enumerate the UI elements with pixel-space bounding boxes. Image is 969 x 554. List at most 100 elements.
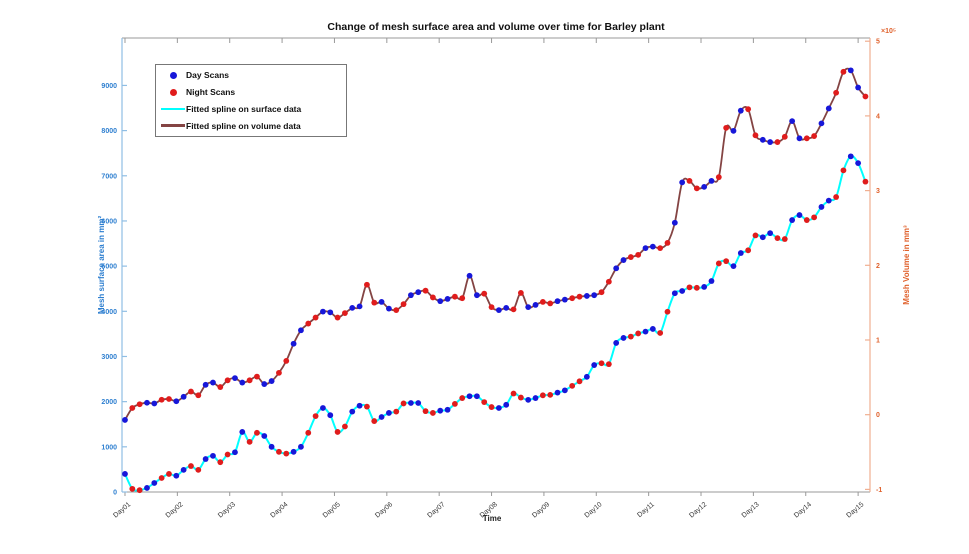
day-scan-marker [320,405,326,411]
day-scan-marker [408,292,414,299]
right-tick-label: 1 [876,337,880,344]
night-scan-marker [664,308,671,315]
y-axis-label-left: Mesh surface area in mm² [97,216,106,315]
night-scan-marker [517,394,524,401]
right-tick-label: 4 [876,113,880,120]
night-scan-marker [254,373,260,380]
night-scan-marker [811,214,818,221]
night-scan-marker [693,185,700,192]
x-tick-label: Day09 [531,501,551,519]
right-tick-label: 2 [876,263,880,270]
day-scan-marker [356,303,363,310]
night-scan-marker [334,429,341,435]
day-scan-marker [466,272,473,279]
legend: Day Scans Night Scans Fitted spline on sur… [155,64,347,137]
right-tick-label: 0 [876,412,880,419]
x-tick-label: Day14 [793,501,813,519]
night-scan-marker [400,400,407,407]
legend-item-0: Day Scans [160,67,342,83]
day-scan-marker [290,448,297,455]
day-scan-marker [298,327,304,334]
day-scan-marker [591,292,598,299]
night-scan-marker [451,293,458,300]
day-scan-marker [327,309,334,316]
night-scan-marker [422,287,429,294]
day-scan-marker [818,204,825,210]
day-scan-marker [320,308,326,315]
day-scan-marker [554,389,561,396]
day-scan-marker [378,414,385,420]
day-scan-marker [649,326,656,332]
legend-item-3: Fitted spline on volume data [160,118,342,134]
day-scan-marker [818,120,825,127]
day-scan-marker [290,340,297,347]
night-scan-marker [862,93,869,100]
night-scan-marker [635,251,642,258]
night-scan-marker [188,463,194,469]
day-scan-marker [583,373,590,380]
night-scan-marker [576,378,583,385]
legend-line-swatch [160,107,186,111]
night-scan-marker [312,413,319,420]
night-scan-marker [342,310,348,317]
night-scan-marker [510,390,517,397]
night-scan-marker [723,258,730,265]
night-scan-marker [745,247,752,254]
left-axis-ticks: 0 1000 2000 3000 4000 5000 6000 7000 8000 9000 [101,83,127,497]
day-scan-marker [855,160,862,167]
night-scan-marker [833,194,840,200]
x-tick-label: Day10 [584,501,604,519]
day-scan-marker [620,257,627,263]
left-tick-label: 8000 [101,128,117,135]
day-scan-marker [620,335,627,341]
legend-label: Night Scans [186,87,236,98]
night-scan-marker [246,377,253,384]
night-scan-marker [459,395,466,401]
day-scan-marker [210,452,216,459]
night-scan-marker [715,260,722,267]
night-scan-marker [158,396,165,403]
night-scan-marker [774,235,781,242]
night-scan-marker [459,295,466,302]
night-scan-marker [276,369,282,376]
day-scan-marker [349,408,356,415]
day-scan-marker [415,289,422,296]
night-scan-marker [774,139,781,145]
night-scan-marker [224,377,231,384]
day-scan-marker [649,243,656,250]
day-scan-marker [144,399,150,406]
night-scan-marker [803,217,810,223]
day-scan-marker [561,387,568,394]
day-scan-marker [561,296,568,303]
legend-line-swatch [160,124,186,127]
day-scan-marker [532,301,539,308]
night-scan-marker [254,429,260,436]
day-scan-marker [202,456,209,462]
left-tick-label: 3000 [101,354,117,361]
night-scan-marker [547,391,554,398]
day-scan-marker [825,197,832,204]
night-scan-marker [364,403,370,410]
night-scan-marker [510,306,517,313]
day-scan-marker [613,265,620,272]
day-scan-marker [173,472,180,479]
night-scan-marker [723,124,730,131]
day-scan-marker [796,212,803,218]
night-scan-marker [166,471,172,477]
x-tick-label: Day13 [741,501,761,519]
night-scan-marker [195,392,202,399]
night-scan-marker [305,320,312,327]
right-tick-label: 3 [876,188,880,195]
day-scan-marker [415,400,422,406]
night-scan-marker [158,475,165,481]
night-scan-marker [217,459,224,466]
night-scan-marker [481,399,488,406]
day-scan-marker [825,105,832,112]
night-scan-marker [781,236,788,242]
day-scan-marker [701,183,708,190]
night-scan-marker [627,254,634,260]
day-scan-marker [708,278,715,284]
night-scan-marker [781,133,788,140]
